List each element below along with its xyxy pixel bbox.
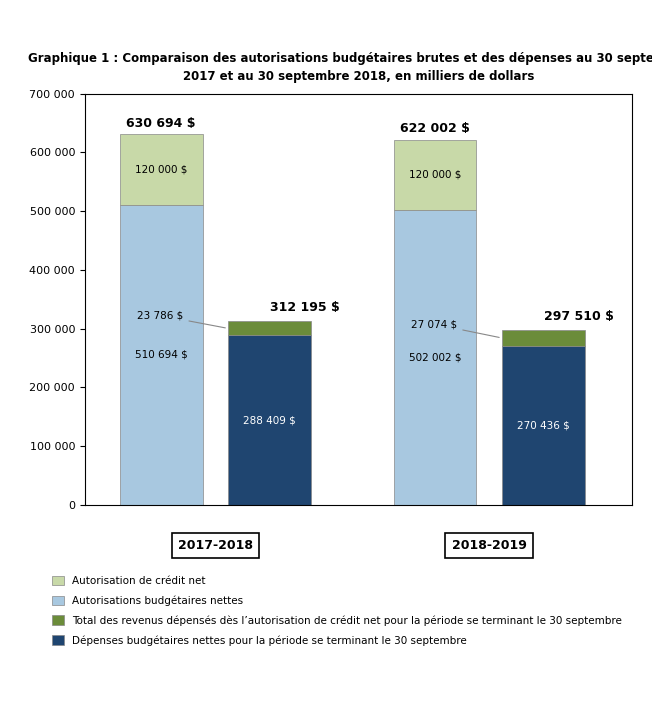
Text: 312 195 $: 312 195 $ xyxy=(270,301,340,314)
Bar xyxy=(228,322,311,335)
Legend: Autorisation de crédit net, Autorisations budgétaires nettes, Total des revenus : Autorisation de crédit net, Autorisation… xyxy=(52,575,623,645)
Text: 297 510 $: 297 510 $ xyxy=(544,310,614,323)
Text: 288 409 $: 288 409 $ xyxy=(243,415,296,425)
Bar xyxy=(394,210,477,505)
Text: 120 000 $: 120 000 $ xyxy=(409,169,461,180)
Text: 27 074 $: 27 074 $ xyxy=(411,319,499,337)
Text: 510 694 $: 510 694 $ xyxy=(135,350,188,360)
Text: 630 694 $: 630 694 $ xyxy=(126,118,196,131)
Text: 502 002 $: 502 002 $ xyxy=(409,353,461,363)
Title: Graphique 1 : Comparaison des autorisations budgétaires brutes et des dépenses a: Graphique 1 : Comparaison des autorisati… xyxy=(29,52,652,83)
Text: 270 436 $: 270 436 $ xyxy=(517,420,570,430)
Bar xyxy=(120,134,203,205)
Text: 2018-2019: 2018-2019 xyxy=(452,539,527,552)
Bar xyxy=(120,205,203,505)
Text: 120 000 $: 120 000 $ xyxy=(135,164,187,174)
Text: 23 786 $: 23 786 $ xyxy=(137,311,226,328)
Bar xyxy=(502,330,585,346)
Bar xyxy=(394,140,477,210)
Text: 2017-2018: 2017-2018 xyxy=(178,539,253,552)
Bar xyxy=(228,335,311,505)
Text: 622 002 $: 622 002 $ xyxy=(400,123,470,136)
Bar xyxy=(502,346,585,505)
